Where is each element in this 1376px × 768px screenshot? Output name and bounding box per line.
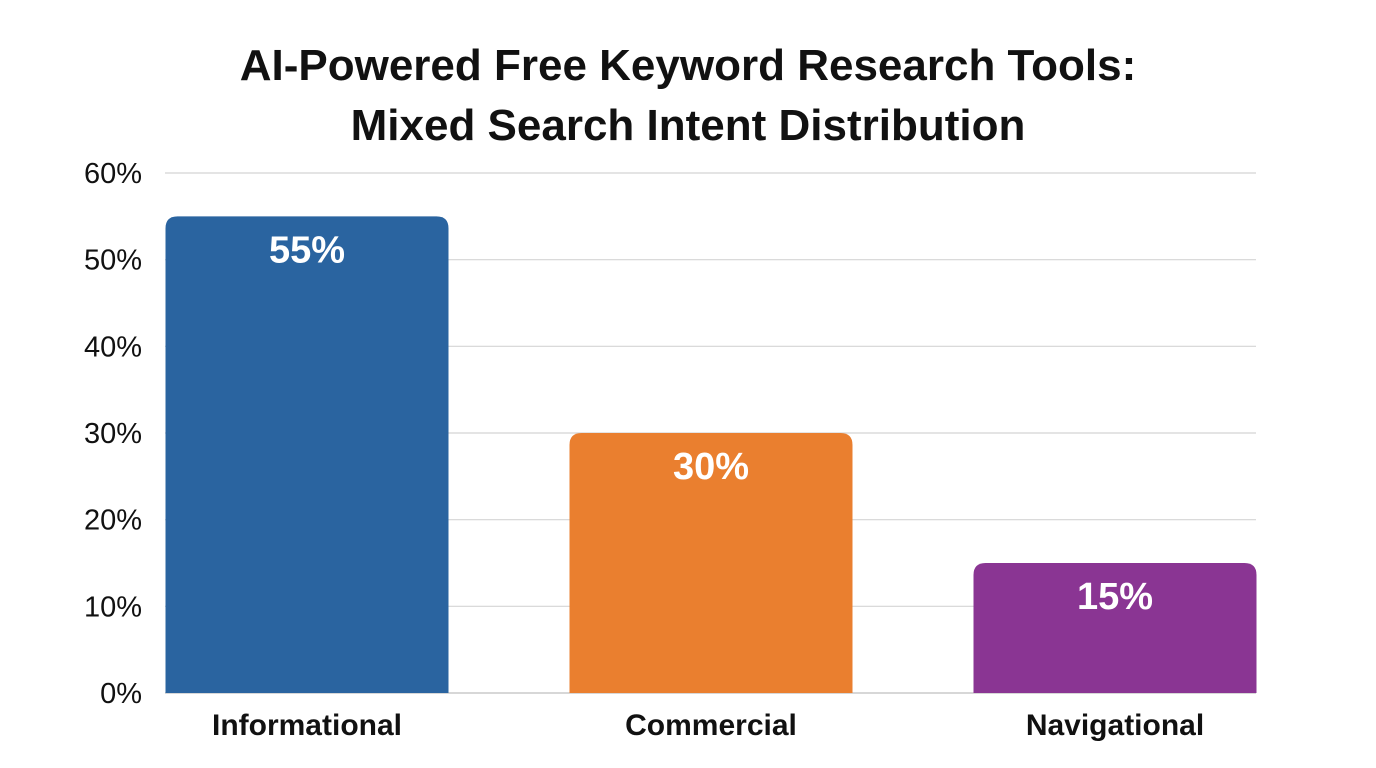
bar-navigational: [973, 563, 1257, 693]
y-tick-label: 40%: [84, 331, 142, 363]
x-axis-categories: Informational Commercial Navigational: [212, 709, 1204, 742]
bar-value-label: 15%: [1077, 576, 1153, 618]
y-tick-label: 60%: [84, 158, 142, 190]
chart-title-line-2: Mixed Search Intent Distribution: [350, 101, 1026, 150]
bar-value-label: 30%: [673, 446, 749, 488]
y-tick-label: 30%: [84, 418, 142, 450]
chart-title: AI-Powered Free Keyword Research Tools: …: [0, 36, 1376, 156]
y-tick-label: 10%: [84, 591, 142, 623]
x-category-label: Navigational: [1026, 709, 1204, 742]
bar-informational: [165, 216, 449, 694]
bar-value-label: 55%: [269, 229, 345, 271]
y-tick-label: 0%: [100, 678, 142, 710]
bars: 55% 30% 15%: [165, 216, 1257, 694]
bar-commercial: [569, 433, 853, 693]
x-category-label: Commercial: [625, 709, 797, 742]
y-tick-label: 50%: [84, 245, 142, 277]
chart-title-line-1: AI-Powered Free Keyword Research Tools:: [239, 41, 1137, 90]
y-tick-label: 20%: [84, 505, 142, 537]
x-category-label: Informational: [212, 709, 402, 742]
y-axis-ticks: 0% 10% 20% 30% 40% 50% 60%: [84, 158, 142, 710]
